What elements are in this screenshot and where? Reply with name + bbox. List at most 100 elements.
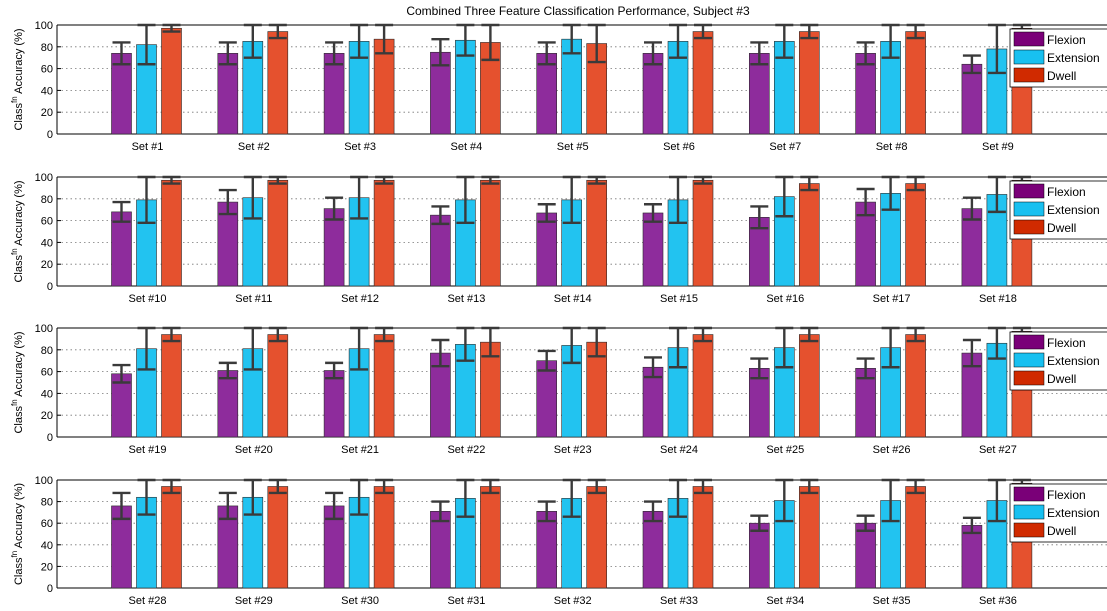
y-tick-label: 40 — [41, 237, 53, 249]
bar-dwell — [905, 183, 926, 287]
x-tick-label: Set #30 — [341, 595, 379, 607]
y-tick-label: 80 — [41, 194, 53, 206]
y-axis-label: Classfn Accuracy (%) — [10, 483, 25, 585]
x-tick-label: Set #7 — [769, 141, 801, 153]
x-tick-label: Set #11 — [235, 293, 272, 305]
x-tick-label: Set #4 — [450, 141, 482, 153]
bar-dwell — [267, 334, 289, 438]
x-tick-label: Set #22 — [447, 444, 485, 456]
x-tick-label: Set #8 — [876, 141, 908, 153]
bar-flexion — [323, 370, 345, 438]
bar-flexion — [430, 214, 451, 287]
bar-dwell — [798, 183, 820, 287]
y-tick-label: 60 — [41, 64, 53, 76]
y-tick-label: 0 — [47, 129, 53, 141]
legend: Flexion Extension Dwell — [1009, 331, 1107, 391]
legend-swatch-extension — [1013, 201, 1045, 217]
bar-dwell — [798, 334, 820, 438]
bar-dwell — [692, 486, 714, 589]
y-axis-label-superscript: fn — [10, 399, 19, 406]
bar-dwell — [161, 486, 182, 589]
bar-dwell — [480, 486, 501, 589]
x-tick-label: Set #29 — [235, 595, 273, 607]
bar-dwell — [798, 31, 820, 135]
legend-label-dwell: Dwell — [1047, 524, 1076, 538]
legend-swatch-extension — [1013, 504, 1045, 520]
bar-flexion — [536, 360, 558, 438]
bar-flexion — [748, 522, 770, 589]
y-tick-label: 80 — [41, 345, 53, 357]
bar-dwell — [161, 179, 182, 287]
legend-label-flexion: Flexion — [1047, 185, 1086, 199]
x-tick-label: Set #6 — [663, 141, 695, 153]
y-tick-label: 100 — [35, 475, 53, 487]
legend-swatch-dwell — [1013, 219, 1045, 235]
y-axis-label-superscript: fn — [10, 96, 19, 103]
bar-dwell — [480, 179, 501, 287]
y-axis-label: Classfn Accuracy (%) — [10, 180, 25, 282]
y-tick-label: 80 — [41, 497, 53, 509]
legend: Flexion Extension Dwell — [1009, 483, 1107, 543]
legend: Flexion Extension Dwell — [1009, 180, 1107, 240]
y-tick-label: 20 — [41, 410, 53, 422]
legend-label-extension: Extension — [1047, 506, 1100, 520]
x-tick-label: Set #35 — [873, 595, 911, 607]
y-tick-label: 100 — [35, 172, 53, 184]
x-tick-label: Set #36 — [979, 595, 1017, 607]
y-axis-label-prefix: Class — [13, 103, 25, 131]
x-tick-label: Set #16 — [766, 293, 804, 305]
bar-dwell — [905, 334, 926, 438]
x-tick-label: Set #24 — [660, 444, 698, 456]
y-axis-label-superscript: fn — [10, 551, 19, 558]
chart-panel-1: 0 20 40 60 80 100 Classfn Accuracy (%) Set #1 Se… — [10, 20, 1107, 153]
x-tick-label: Set #2 — [238, 141, 270, 153]
y-tick-label: 100 — [35, 323, 53, 335]
bar-dwell — [267, 486, 289, 589]
x-tick-label: Set #13 — [447, 293, 485, 305]
x-tick-label: Set #18 — [979, 293, 1017, 305]
legend-swatch-dwell — [1013, 67, 1045, 83]
bar-flexion — [961, 525, 983, 589]
bar-dwell — [161, 334, 182, 438]
legend-label-dwell: Dwell — [1047, 69, 1076, 83]
y-axis-label-prefix: Class — [13, 557, 25, 585]
bar-dwell — [692, 179, 714, 287]
legend-swatch-flexion — [1013, 183, 1045, 199]
y-tick-label: 60 — [41, 216, 53, 228]
bar-flexion — [217, 370, 239, 438]
y-axis-label-main: Accuracy (%) — [13, 28, 25, 96]
y-tick-label: 40 — [41, 85, 53, 97]
x-tick-label: Set #21 — [341, 444, 379, 456]
legend-swatch-flexion — [1013, 334, 1045, 350]
bar-flexion — [536, 511, 558, 589]
x-tick-label: Set #5 — [557, 141, 589, 153]
x-tick-label: Set #19 — [129, 444, 167, 456]
legend-swatch-flexion — [1013, 31, 1045, 47]
y-axis-label-main: Accuracy (%) — [13, 331, 25, 399]
legend-swatch-dwell — [1013, 522, 1045, 538]
legend-swatch-extension — [1013, 49, 1045, 65]
legend-label-flexion: Flexion — [1047, 336, 1086, 350]
legend-swatch-extension — [1013, 352, 1045, 368]
x-tick-label: Set #14 — [554, 293, 592, 305]
legend-label-extension: Extension — [1047, 203, 1100, 217]
y-axis-label: Classfn Accuracy (%) — [10, 28, 25, 130]
bar-dwell — [267, 179, 289, 287]
x-tick-label: Set #25 — [766, 444, 804, 456]
x-tick-label: Set #12 — [341, 293, 379, 305]
x-tick-label: Set #27 — [979, 444, 1017, 456]
legend: Flexion Extension Dwell — [1009, 28, 1107, 88]
legend-swatch-dwell — [1013, 370, 1045, 386]
x-tick-label: Set #32 — [554, 595, 592, 607]
x-tick-label: Set #31 — [447, 595, 485, 607]
y-tick-label: 0 — [47, 281, 53, 293]
y-tick-label: 20 — [41, 259, 53, 271]
y-tick-label: 40 — [41, 388, 53, 400]
x-tick-label: Set #23 — [554, 444, 592, 456]
y-tick-label: 20 — [41, 561, 53, 573]
y-tick-label: 80 — [41, 42, 53, 54]
x-tick-label: Set #28 — [129, 595, 167, 607]
bar-dwell — [586, 179, 608, 287]
x-tick-label: Set #15 — [660, 293, 698, 305]
